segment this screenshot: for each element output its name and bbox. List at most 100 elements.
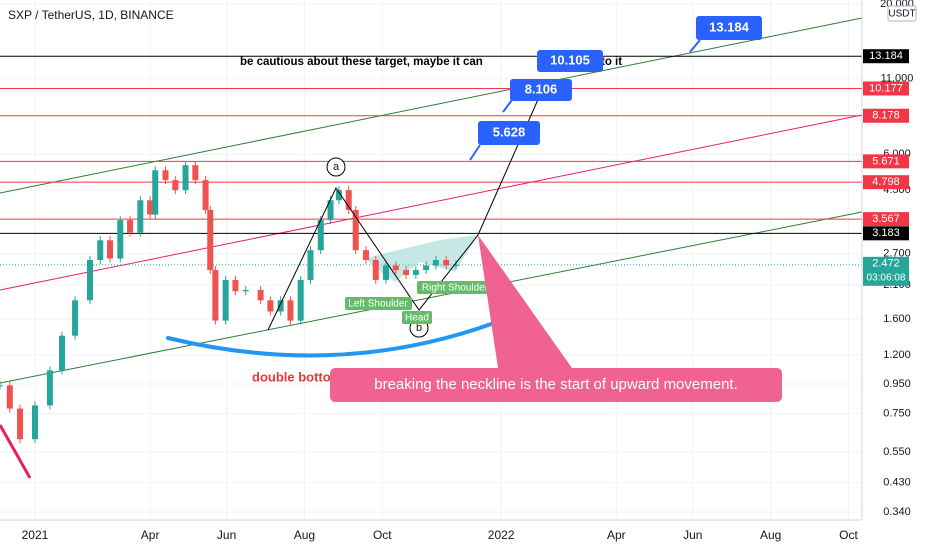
- current-price-label: 2.472: [872, 258, 900, 270]
- candle-body: [403, 270, 410, 275]
- candle-body: [307, 250, 314, 280]
- x-tick-label: 2022: [488, 528, 515, 542]
- level-label: 13.184: [869, 50, 903, 62]
- double-bottom-label: double bottom: [252, 369, 342, 384]
- candle-body: [335, 190, 342, 201]
- x-tick-label: 2021: [22, 528, 49, 542]
- level-label-box: [863, 212, 909, 227]
- level-label: 5.671: [872, 155, 900, 167]
- target-box: [537, 50, 603, 72]
- candle-body: [17, 408, 24, 440]
- callout-pointer: [478, 235, 572, 368]
- candle-body: [86, 259, 93, 301]
- channel-upper: [0, 17, 863, 194]
- level-label-box: [863, 226, 909, 241]
- candle-body: [383, 265, 390, 280]
- candle-body: [212, 270, 219, 321]
- time-axis-bg: [0, 520, 932, 550]
- candle-body: [152, 170, 159, 215]
- candle-body: [59, 335, 66, 371]
- candle-body: [172, 180, 179, 191]
- candle-body: [72, 300, 79, 336]
- candle-body: [392, 265, 399, 271]
- candle-body: [97, 240, 104, 260]
- level-label-box: [863, 154, 909, 169]
- candle-body: [317, 220, 324, 251]
- target-label: 8.106: [525, 81, 558, 96]
- y-tick-label: 1.600: [883, 313, 911, 325]
- candle-body: [287, 300, 294, 321]
- target-label: 10.105: [550, 52, 590, 67]
- level-label-box: [863, 81, 909, 96]
- candle-body: [147, 200, 154, 215]
- candle-body: [6, 385, 13, 409]
- candle-body: [207, 209, 214, 271]
- level-label: 3.183: [872, 227, 900, 239]
- callout-text: breaking the neckline is the start of up…: [374, 376, 738, 393]
- level-label: 10.177: [869, 82, 903, 94]
- x-tick-label: Aug: [294, 528, 315, 542]
- x-tick-label: Jun: [217, 528, 236, 542]
- target-pointer: [689, 39, 701, 53]
- label-box: [402, 311, 432, 324]
- candle-body: [412, 270, 419, 275]
- candle-body: [267, 300, 274, 312]
- candle-body: [162, 170, 169, 181]
- right-shoulder: Right Shoulder: [422, 283, 489, 294]
- candle-body: [297, 279, 304, 321]
- candle-body: [137, 200, 144, 233]
- candle-body: [432, 259, 439, 266]
- point-a: a: [333, 161, 340, 173]
- target-label: 5.628: [493, 124, 526, 139]
- y-tick-label: 20.000: [880, 0, 914, 10]
- y-tick-label: 0.340: [883, 506, 911, 518]
- candle-body: [202, 180, 209, 210]
- y-tick-label: 2.700: [883, 248, 911, 260]
- left-pink-stroke: [0, 424, 32, 479]
- target-box: [478, 121, 540, 145]
- x-tick-label: Oct: [373, 528, 392, 542]
- y-tick-label: 1.200: [883, 349, 911, 361]
- point-a-circle: [326, 157, 346, 177]
- note-text: to it: [601, 56, 622, 68]
- y-tick-label: 0.430: [883, 477, 911, 489]
- target-pointer: [469, 144, 481, 161]
- candle-body: [192, 165, 199, 181]
- target-box: [510, 79, 572, 101]
- x-tick-label: Apr: [141, 528, 160, 542]
- head: Head: [405, 313, 429, 324]
- x-tick-label: Jun: [683, 528, 702, 542]
- x-tick-label: Apr: [607, 528, 626, 542]
- level-label-box: [863, 49, 909, 64]
- double-bottom-arc: [166, 313, 517, 358]
- candle-body: [452, 264, 459, 266]
- candle-body: [277, 300, 284, 312]
- candle-body: [0, 385, 3, 387]
- label-box: [345, 297, 412, 310]
- candle-body: [372, 259, 379, 280]
- candle-body: [423, 265, 430, 271]
- current-price-box: [863, 256, 909, 286]
- y-tick-label: 0.550: [883, 446, 911, 458]
- candle-body: [222, 279, 229, 321]
- candle-body: [107, 240, 114, 259]
- candles: [0, 161, 459, 444]
- y-tick-label: 0.750: [883, 407, 911, 419]
- target-label: 13.184: [709, 19, 750, 34]
- candle-body: [182, 165, 189, 191]
- level-label: 8.178: [872, 110, 900, 122]
- candle-body: [257, 289, 264, 301]
- level-label: 4.798: [872, 176, 900, 188]
- channel-lower: [0, 211, 863, 384]
- levels: [0, 55, 862, 266]
- candle-body: [46, 370, 53, 406]
- point-b: b: [416, 322, 422, 334]
- currency: USDT: [888, 9, 915, 20]
- candle-body: [352, 209, 359, 251]
- channel-middle: [0, 114, 863, 291]
- currency-box: [887, 5, 917, 22]
- x-tick-label: Oct: [839, 528, 858, 542]
